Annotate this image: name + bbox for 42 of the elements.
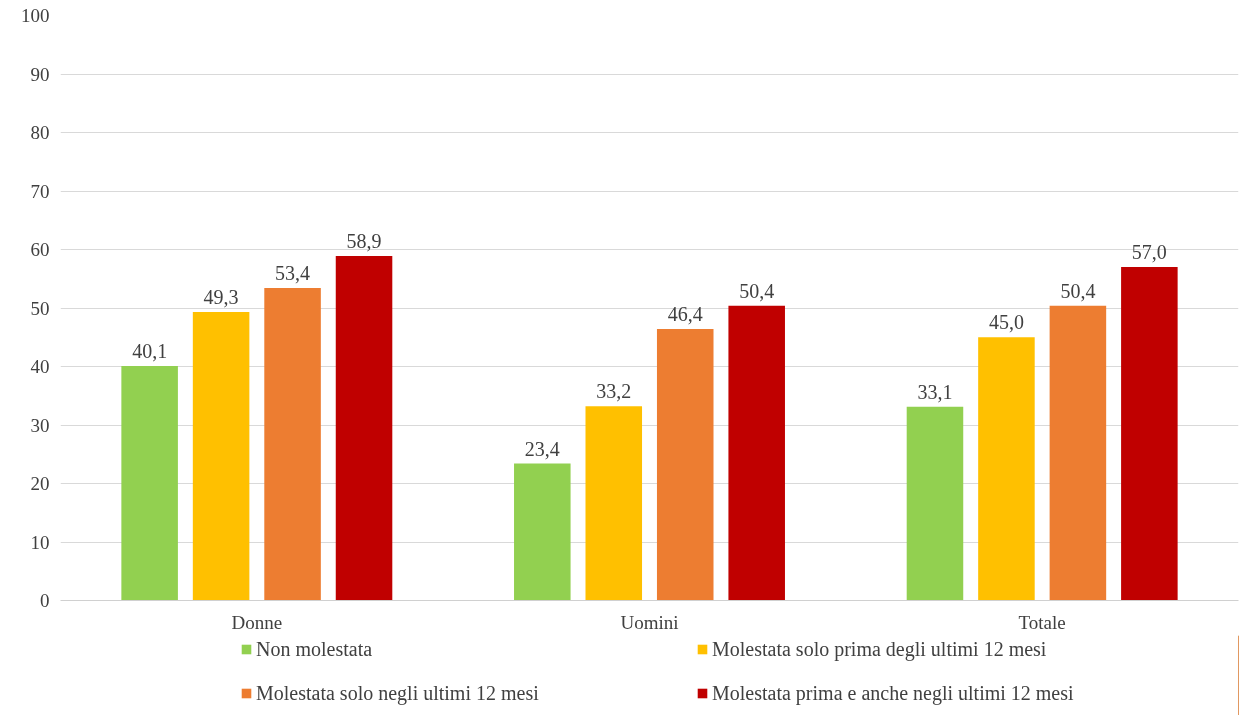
- data-label: 33,2: [596, 380, 632, 403]
- data-label: 50,4: [739, 279, 775, 302]
- legend-label: Non molestata: [256, 637, 374, 661]
- data-label: 23,4: [524, 437, 560, 460]
- y-tick-label: 100: [21, 5, 50, 26]
- bar: [656, 329, 714, 601]
- y-tick-label: 60: [30, 239, 50, 260]
- bar: [1049, 305, 1107, 601]
- data-label: 58,9: [346, 229, 382, 252]
- data-label: 40,1: [132, 339, 168, 362]
- y-tick-label: 40: [30, 356, 50, 377]
- x-tick-label: Totale: [1018, 611, 1066, 633]
- y-tick-label: 10: [30, 531, 50, 553]
- legend-label: Molestata solo negli ultimi 12 mesi: [256, 681, 540, 705]
- data-label: 49,3: [203, 286, 239, 309]
- y-tick-label: 30: [30, 414, 50, 436]
- y-tick-label: 20: [30, 473, 50, 494]
- y-tick-label: 80: [30, 122, 50, 143]
- y-tick-label: 50: [30, 297, 50, 319]
- x-tick-label: Donne: [231, 611, 283, 633]
- data-label: 33,1: [917, 380, 953, 403]
- bar: [264, 288, 321, 601]
- legend-label: Molestata solo prima degli ultimi 12 mesi: [712, 637, 1048, 661]
- data-label: 53,4: [275, 262, 311, 285]
- bar: [1121, 267, 1178, 601]
- bar: [728, 305, 785, 601]
- y-tick-label: 70: [30, 180, 50, 202]
- bar: [906, 406, 964, 601]
- data-label: 57,0: [1131, 241, 1167, 264]
- legend-label: Molestata prima e anche negli ultimi 12 mesi: [712, 681, 1075, 705]
- data-label: 45,0: [988, 311, 1024, 334]
- bar: [585, 406, 643, 601]
- x-tick-label: Uomini: [620, 611, 679, 633]
- bar: [121, 365, 178, 601]
- bar: [978, 337, 1035, 601]
- y-tick-label: 0: [40, 590, 50, 611]
- data-label: 50,4: [1060, 279, 1096, 302]
- bar: [335, 255, 393, 601]
- y-tick-label: 90: [30, 63, 50, 85]
- bar: [514, 463, 571, 601]
- data-label: 46,4: [667, 303, 703, 326]
- bar: [192, 312, 250, 601]
